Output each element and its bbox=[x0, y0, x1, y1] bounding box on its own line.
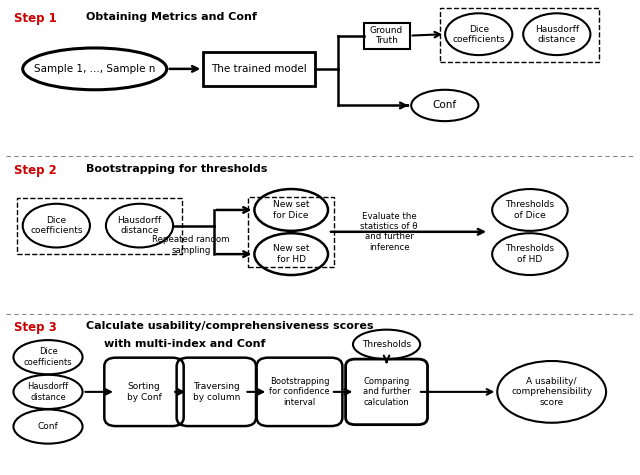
Text: Repeated random
sampling: Repeated random sampling bbox=[152, 235, 230, 255]
Text: The trained model: The trained model bbox=[211, 64, 307, 74]
Text: Conf: Conf bbox=[433, 100, 457, 111]
Text: Hausdorff
distance: Hausdorff distance bbox=[118, 216, 161, 235]
Text: Obtaining Metrics and Conf: Obtaining Metrics and Conf bbox=[86, 12, 257, 22]
Text: New set
for Dice: New set for Dice bbox=[273, 200, 310, 219]
Text: Thresholds
of HD: Thresholds of HD bbox=[506, 245, 554, 264]
Text: New set
for HD: New set for HD bbox=[273, 245, 310, 264]
Text: Traversing
by column: Traversing by column bbox=[193, 382, 240, 401]
Text: Ground
Truth: Ground Truth bbox=[370, 26, 403, 45]
Bar bbox=[364, 22, 410, 48]
Text: Calculate usability/comprehensiveness scores: Calculate usability/comprehensiveness sc… bbox=[86, 321, 374, 331]
Text: Step 1: Step 1 bbox=[14, 12, 57, 25]
Text: Step 3: Step 3 bbox=[14, 321, 57, 333]
Text: Comparing
and further
calculation: Comparing and further calculation bbox=[363, 377, 410, 407]
Bar bbox=[248, 197, 334, 267]
Text: Thresholds
of Dice: Thresholds of Dice bbox=[506, 200, 554, 219]
Bar bbox=[204, 52, 315, 86]
Text: Dice
coefficients: Dice coefficients bbox=[452, 25, 505, 44]
Text: Dice
coefficients: Dice coefficients bbox=[30, 216, 83, 235]
Bar bbox=[440, 8, 599, 62]
Bar bbox=[17, 198, 182, 254]
Text: Hausdorff
distance: Hausdorff distance bbox=[535, 25, 579, 44]
Text: Evaluate the
statistics of θ
and further
inference: Evaluate the statistics of θ and further… bbox=[360, 212, 418, 252]
Text: Dice
coefficients: Dice coefficients bbox=[24, 348, 72, 367]
Text: Sorting
by Conf: Sorting by Conf bbox=[127, 382, 161, 401]
Text: A usability/
comprehensibility
score: A usability/ comprehensibility score bbox=[511, 377, 592, 407]
Text: with multi-index and Conf: with multi-index and Conf bbox=[104, 339, 265, 349]
Text: Conf: Conf bbox=[38, 422, 58, 431]
Text: Hausdorff
distance: Hausdorff distance bbox=[28, 382, 68, 401]
Text: Bootstrapping for thresholds: Bootstrapping for thresholds bbox=[86, 164, 268, 174]
Text: Thresholds: Thresholds bbox=[362, 340, 411, 349]
Text: Bootstrapping
for confidence
interval: Bootstrapping for confidence interval bbox=[269, 377, 330, 407]
Text: Sample 1, ..., Sample n: Sample 1, ..., Sample n bbox=[34, 64, 156, 74]
Text: Step 2: Step 2 bbox=[14, 164, 57, 177]
